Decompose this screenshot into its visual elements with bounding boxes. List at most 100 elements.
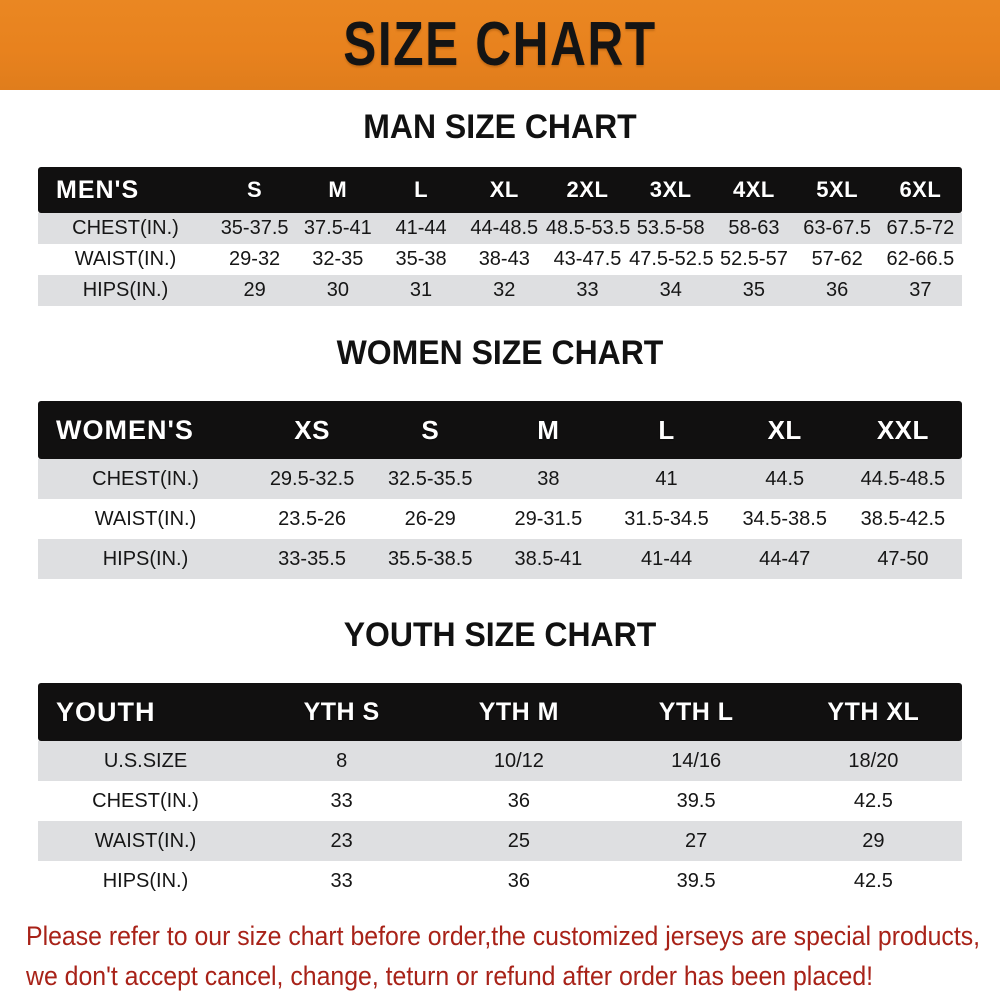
man-size-column-header: XL: [462, 167, 546, 213]
women-size-column-header: XS: [253, 401, 372, 459]
women-measurement-label: CHEST(IN.): [38, 459, 253, 499]
women-measurement-value: 44-47: [725, 539, 844, 579]
man-measurement-value: 35-37.5: [213, 213, 297, 244]
women-section-title: WOMEN SIZE CHART: [336, 334, 664, 372]
women-measurement-value: 35.5-38.5: [371, 539, 490, 579]
man-measurement-value: 35: [712, 275, 796, 306]
man-measurement-value: 43-47.5: [545, 244, 630, 275]
table-row: CHEST(IN.) 33 36 39.5 42.5: [38, 781, 962, 821]
table-row: CHEST(IN.) 29.5-32.5 32.5-35.5 38 41 44.5 44.5…: [38, 459, 962, 499]
youth-measurement-value: 18/20: [784, 741, 962, 781]
table-row: WAIST(IN.) 23.5-26 26-29 29-31.5 31.5-34.5 34…: [38, 499, 962, 539]
youth-measurement-label: U.S.SIZE: [38, 741, 253, 781]
women-size-column-header: L: [607, 401, 726, 459]
footer-note: Please refer to our size chart before or…: [26, 916, 981, 996]
man-size-column-header: L: [379, 167, 463, 213]
youth-measurement-value: 14/16: [607, 741, 785, 781]
youth-measurement-value: 23: [253, 821, 431, 861]
youth-measurement-value: 36: [430, 781, 608, 821]
youth-measurement-value: 33: [253, 861, 431, 901]
page-banner: SIZE CHART: [0, 0, 1000, 90]
women-measurement-value: 44.5: [725, 459, 844, 499]
man-measurement-label: WAIST(IN.): [38, 244, 213, 275]
man-measurement-value: 35-38: [379, 244, 463, 275]
man-size-column-header: 2XL: [545, 167, 630, 213]
man-measurement-value: 38-43: [462, 244, 546, 275]
women-measurement-label: HIPS(IN.): [38, 539, 253, 579]
man-size-column-header: 6XL: [878, 167, 962, 213]
youth-measurement-value: 25: [430, 821, 608, 861]
youth-measurement-label: HIPS(IN.): [38, 861, 253, 901]
women-table-corner-label: WOMEN'S: [38, 401, 253, 459]
youth-measurement-value: 39.5: [607, 861, 785, 901]
man-measurement-value: 32-35: [296, 244, 380, 275]
banner-title: SIZE CHART: [343, 10, 657, 79]
footer-note-line-1: Please refer to our size chart before or…: [26, 921, 981, 951]
women-measurement-value: 29.5-32.5: [253, 459, 372, 499]
man-measurement-value: 58-63: [712, 213, 796, 244]
man-measurement-value: 62-66.5: [878, 244, 962, 275]
youth-measurement-value: 42.5: [784, 861, 962, 901]
women-measurement-label: WAIST(IN.): [38, 499, 253, 539]
youth-measurement-value: 36: [430, 861, 608, 901]
man-size-column-header: S: [213, 167, 297, 213]
man-measurement-value: 41-44: [379, 213, 463, 244]
table-row: WAIST(IN.) 23 25 27 29: [38, 821, 962, 861]
youth-measurement-value: 29: [784, 821, 962, 861]
youth-measurement-value: 27: [607, 821, 785, 861]
women-measurement-value: 26-29: [371, 499, 490, 539]
man-size-table: MEN'S S M L XL 2XL 3XL 4XL 5XL 6XL CHEST(IN.) 35-37…: [38, 167, 962, 306]
women-measurement-value: 41-44: [607, 539, 726, 579]
women-measurement-value: 47-50: [843, 539, 962, 579]
man-size-column-header: 3XL: [629, 167, 713, 213]
man-measurement-value: 37.5-41: [296, 213, 380, 244]
man-measurement-value: 53.5-58: [629, 213, 713, 244]
women-size-column-header: S: [371, 401, 490, 459]
man-measurement-value: 32: [462, 275, 546, 306]
youth-size-table: YOUTH YTH S YTH M YTH L YTH XL U.S.SIZE 8 10/12…: [38, 683, 962, 901]
women-measurement-value: 38.5-41: [489, 539, 608, 579]
youth-table-corner-label: YOUTH: [38, 683, 253, 741]
youth-measurement-value: 8: [253, 741, 431, 781]
women-size-column-header: XL: [725, 401, 844, 459]
man-measurement-value: 52.5-57: [712, 244, 796, 275]
footer-note-line-2: we don't accept cancel, change, teturn o…: [26, 961, 874, 991]
man-measurement-value: 31: [379, 275, 463, 306]
table-row: HIPS(IN.) 33-35.5 35.5-38.5 38.5-41 41-44 44-…: [38, 539, 962, 579]
man-measurement-value: 67.5-72: [878, 213, 962, 244]
youth-size-column-header: YTH XL: [784, 683, 962, 741]
man-table-corner-label: MEN'S: [38, 167, 213, 213]
youth-measurement-value: 33: [253, 781, 431, 821]
women-measurement-value: 41: [607, 459, 726, 499]
youth-size-column-header: YTH L: [607, 683, 785, 741]
women-measurement-value: 44.5-48.5: [843, 459, 962, 499]
man-measurement-label: HIPS(IN.): [38, 275, 213, 306]
man-measurement-value: 34: [629, 275, 713, 306]
youth-section-title: YOUTH SIZE CHART: [343, 616, 657, 654]
women-table-header-row: WOMEN'S XS S M L XL XXL: [38, 401, 962, 459]
youth-size-column-header: YTH M: [430, 683, 608, 741]
women-size-column-header: XXL: [843, 401, 962, 459]
man-measurement-value: 33: [545, 275, 630, 306]
man-measurement-value: 47.5-52.5: [629, 244, 714, 275]
women-measurement-value: 38.5-42.5: [843, 499, 962, 539]
man-measurement-value: 29-32: [213, 244, 297, 275]
man-measurement-value: 57-62: [795, 244, 879, 275]
youth-table-header-row: YOUTH YTH S YTH M YTH L YTH XL: [38, 683, 962, 741]
women-measurement-value: 33-35.5: [253, 539, 372, 579]
man-size-column-header: 4XL: [712, 167, 796, 213]
man-measurement-value: 48.5-53.5: [545, 213, 630, 244]
man-size-column-header: 5XL: [795, 167, 879, 213]
man-measurement-value: 37: [878, 275, 962, 306]
table-row: WAIST(IN.) 29-32 32-35 35-38 38-43 43-47.5 47.…: [38, 244, 962, 275]
man-measurement-label: CHEST(IN.): [38, 213, 213, 244]
table-row: HIPS(IN.) 33 36 39.5 42.5: [38, 861, 962, 901]
youth-measurement-value: 39.5: [607, 781, 785, 821]
women-measurement-value: 38: [489, 459, 608, 499]
man-measurement-value: 44-48.5: [462, 213, 546, 244]
women-size-table: WOMEN'S XS S M L XL XXL CHEST(IN.) 29.5-32.5 32.5…: [38, 401, 962, 579]
man-size-column-header: M: [296, 167, 380, 213]
table-row: HIPS(IN.) 29 30 31 32 33 34 35 36 37: [38, 275, 962, 306]
man-measurement-value: 36: [795, 275, 879, 306]
